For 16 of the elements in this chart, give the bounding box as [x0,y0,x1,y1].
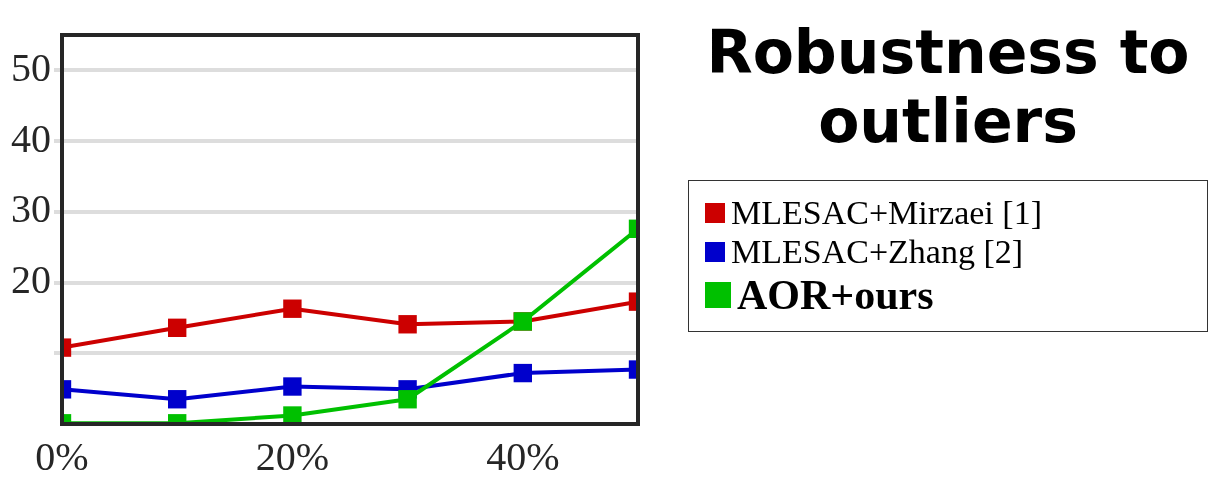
y-tick-label: 30 [11,186,51,232]
x-tick-label: 40% [486,433,560,479]
y-tick-label: 20 [11,257,51,303]
legend-label: AOR+ours [737,271,934,320]
point [398,315,417,334]
legend-label: MLESAC+Mirzaei [1] [731,193,1042,233]
x-tick-label: 0% [35,433,89,479]
point [283,406,302,424]
y-tick-label: 50 [11,44,51,90]
y-tick-label: 40 [11,115,51,161]
point [283,377,302,396]
legend-label: MLESAC+Zhang [2] [731,232,1024,272]
text: Robustness to outliers [705,17,1191,156]
x-tick-label: 20% [255,433,330,479]
point [398,390,417,409]
point [283,299,302,318]
